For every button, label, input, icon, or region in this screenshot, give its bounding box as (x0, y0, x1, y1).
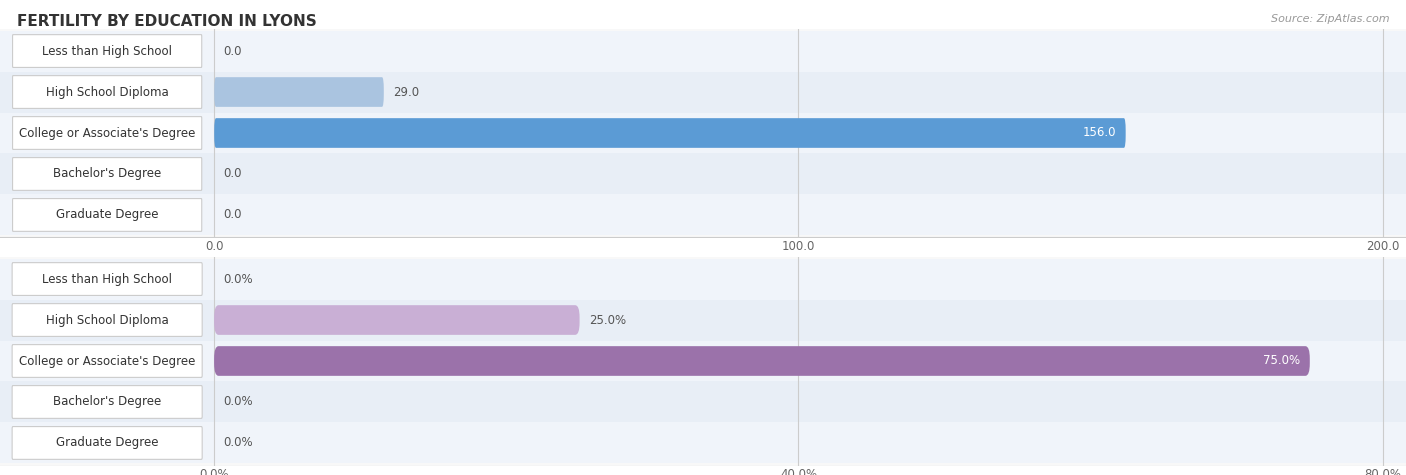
Text: Less than High School: Less than High School (42, 45, 172, 57)
FancyBboxPatch shape (0, 194, 1406, 236)
FancyBboxPatch shape (0, 153, 1406, 194)
Text: 75.0%: 75.0% (1263, 354, 1301, 368)
Text: Graduate Degree: Graduate Degree (56, 209, 159, 221)
Text: Bachelor's Degree: Bachelor's Degree (53, 396, 162, 408)
Text: 25.0%: 25.0% (589, 314, 626, 326)
FancyBboxPatch shape (0, 72, 1406, 113)
FancyBboxPatch shape (13, 76, 201, 108)
Text: 0.0: 0.0 (224, 168, 242, 180)
Text: Graduate Degree: Graduate Degree (56, 437, 159, 449)
FancyBboxPatch shape (13, 116, 201, 150)
FancyBboxPatch shape (13, 344, 202, 378)
Text: 29.0: 29.0 (394, 86, 419, 98)
Text: 0.0%: 0.0% (224, 437, 253, 449)
Text: 0.0%: 0.0% (224, 396, 253, 408)
FancyBboxPatch shape (214, 118, 1126, 148)
Text: Source: ZipAtlas.com: Source: ZipAtlas.com (1271, 14, 1389, 24)
FancyBboxPatch shape (214, 346, 1310, 376)
Text: Less than High School: Less than High School (42, 273, 172, 285)
Text: Bachelor's Degree: Bachelor's Degree (53, 168, 162, 180)
Text: 0.0%: 0.0% (224, 273, 253, 285)
FancyBboxPatch shape (13, 199, 201, 231)
Text: 0.0: 0.0 (224, 209, 242, 221)
FancyBboxPatch shape (0, 381, 1406, 422)
Text: High School Diploma: High School Diploma (46, 86, 169, 98)
FancyBboxPatch shape (214, 77, 384, 107)
FancyBboxPatch shape (0, 341, 1406, 381)
Text: High School Diploma: High School Diploma (46, 314, 169, 326)
FancyBboxPatch shape (13, 35, 201, 67)
FancyBboxPatch shape (13, 304, 202, 336)
FancyBboxPatch shape (0, 113, 1406, 153)
Text: 156.0: 156.0 (1083, 126, 1116, 140)
FancyBboxPatch shape (0, 422, 1406, 464)
FancyBboxPatch shape (0, 30, 1406, 72)
FancyBboxPatch shape (13, 386, 202, 418)
FancyBboxPatch shape (13, 158, 201, 190)
Text: 0.0: 0.0 (224, 45, 242, 57)
Text: College or Associate's Degree: College or Associate's Degree (18, 354, 195, 368)
FancyBboxPatch shape (13, 427, 202, 459)
Text: College or Associate's Degree: College or Associate's Degree (18, 126, 195, 140)
FancyBboxPatch shape (13, 263, 202, 295)
FancyBboxPatch shape (0, 258, 1406, 300)
FancyBboxPatch shape (0, 300, 1406, 341)
FancyBboxPatch shape (214, 305, 579, 335)
Text: FERTILITY BY EDUCATION IN LYONS: FERTILITY BY EDUCATION IN LYONS (17, 14, 316, 29)
